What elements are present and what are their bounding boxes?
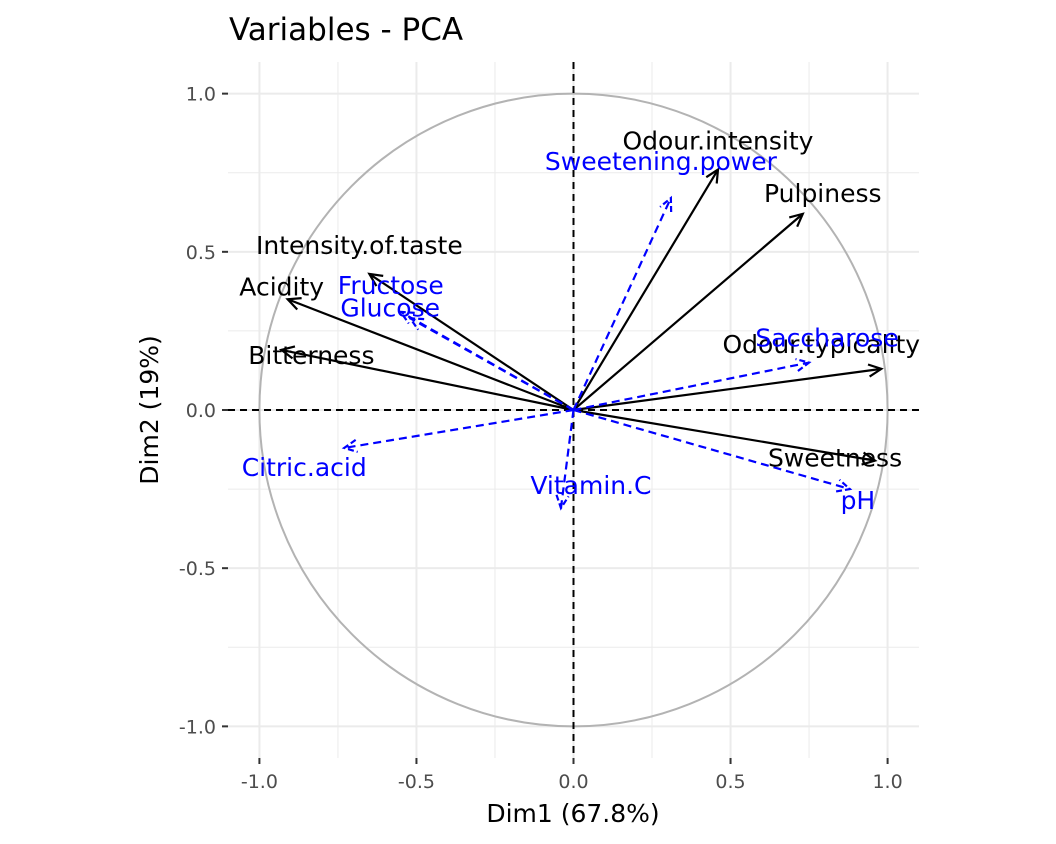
supplementary-label-citric-acid: Citric.acid — [242, 453, 367, 482]
supplementary-label-vitamin-c: Vitamin.C — [530, 471, 651, 500]
y-tick-label: 0.0 — [186, 400, 216, 422]
supplementary-arrow-saccharose-shaft — [573, 361, 810, 412]
supplementary-label-ph: pH — [841, 486, 876, 515]
x-tick-label: -1.0 — [241, 771, 278, 793]
active-arrow-odour-typicality — [573, 363, 884, 412]
active-arrow-odour-intensity-head — [705, 167, 720, 184]
active-arrow-pulpiness — [572, 212, 805, 411]
y-tick-label: 1.0 — [186, 84, 216, 106]
supplementary-arrow-vitamin-c-shaft — [559, 409, 575, 509]
supplementary-arrow-glucose — [407, 317, 575, 411]
y-tick-label: 0.5 — [186, 242, 216, 264]
active-arrow-intensity-of-taste-head — [367, 272, 384, 287]
active-label-intensity-of-taste: Intensity.of.taste — [256, 231, 463, 260]
x-tick-label: 1.0 — [872, 771, 902, 793]
active-arrow-sweetness-head — [861, 451, 878, 466]
active-arrow-acidity-shaft — [287, 298, 574, 412]
active-arrow-bitterness — [278, 345, 574, 412]
axes: -1.0 -0.5 0.0 0.5 1.0 -1.0 -0.5 0.0 0.5 1.0 — [179, 84, 903, 793]
x-tick-label: 0.5 — [715, 771, 745, 793]
supplementary-arrow-ph-head — [835, 478, 853, 493]
active-arrow-odour-intensity-shaft — [572, 168, 719, 411]
active-label-odour-intensity: Odour.intensity — [622, 127, 813, 156]
supplementary-arrow-vitamin-c-head — [555, 494, 570, 511]
active-arrow-intensity-of-taste — [367, 272, 575, 411]
supplementary-arrow-glucose-shaft — [409, 317, 575, 411]
x-tick-label: 0.0 — [558, 771, 588, 793]
supplementary-arrow-vitamin-c — [555, 409, 575, 511]
active-arrow-pulpiness-head — [788, 212, 805, 228]
supplementary-label-fructose: Fructose — [338, 271, 444, 300]
active-arrow-odour-intensity — [572, 167, 720, 411]
supplementary-arrow-citric-acid — [341, 408, 574, 453]
active-arrow-bitterness-head — [278, 345, 296, 360]
supplementary-arrow-sweetening-power — [572, 195, 673, 411]
supplementary-arrow-saccharose — [573, 357, 812, 412]
supplementary-arrow-sweetening-power-head — [659, 195, 673, 213]
active-arrow-odour-typicality-shaft — [573, 367, 882, 412]
active-arrow-sweetness — [573, 408, 878, 466]
supplementary-arrow-ph-shaft — [573, 408, 851, 491]
y-tick-label: -0.5 — [179, 558, 216, 580]
x-tick-label: -0.5 — [398, 771, 435, 793]
active-label-acidity: Acidity — [239, 272, 324, 301]
variable-arrows — [278, 167, 884, 511]
y-axis-title: Dim2 (19%) — [135, 335, 164, 484]
active-label-sweetness: Sweetness — [768, 444, 902, 473]
x-axis-title: Dim1 (67.8%) — [486, 799, 659, 828]
active-label-bitterness: Bitterness — [248, 341, 374, 370]
active-arrow-bitterness-shaft — [281, 348, 574, 412]
active-label-odour-typicality: Odour.typicality — [723, 330, 921, 359]
active-arrow-intensity-of-taste-shaft — [368, 273, 575, 411]
supplementary-arrow-sweetening-power-shaft — [572, 197, 672, 411]
supplementary-arrow-ph — [573, 408, 853, 493]
chart-title: Variables - PCA — [229, 12, 463, 48]
supplementary-label-sweetening-power: Sweetening.power — [545, 147, 778, 176]
active-arrow-pulpiness-shaft — [572, 213, 804, 411]
supplementary-arrow-fructose-head — [398, 310, 415, 325]
supplementary-arrow-citric-acid-shaft — [344, 408, 574, 450]
y-tick-label: -1.0 — [179, 716, 216, 738]
active-label-pulpiness: Pulpiness — [764, 179, 882, 208]
active-arrow-sweetness-shaft — [573, 408, 876, 462]
active-arrow-odour-typicality-head — [867, 363, 884, 378]
supplementary-arrow-glucose-head — [407, 317, 425, 331]
supplementary-label-saccharose: Saccharose — [755, 324, 898, 353]
variable-labels: Odour.intensity Pulpiness Intensity.of.tas… — [239, 127, 920, 516]
supplementary-arrow-citric-acid-head — [341, 438, 358, 453]
active-arrow-acidity-head — [285, 297, 302, 311]
active-arrow-acidity — [285, 297, 574, 412]
supplementary-label-glucose: Glucose — [340, 293, 440, 322]
supplementary-arrow-saccharose-head — [795, 357, 812, 372]
